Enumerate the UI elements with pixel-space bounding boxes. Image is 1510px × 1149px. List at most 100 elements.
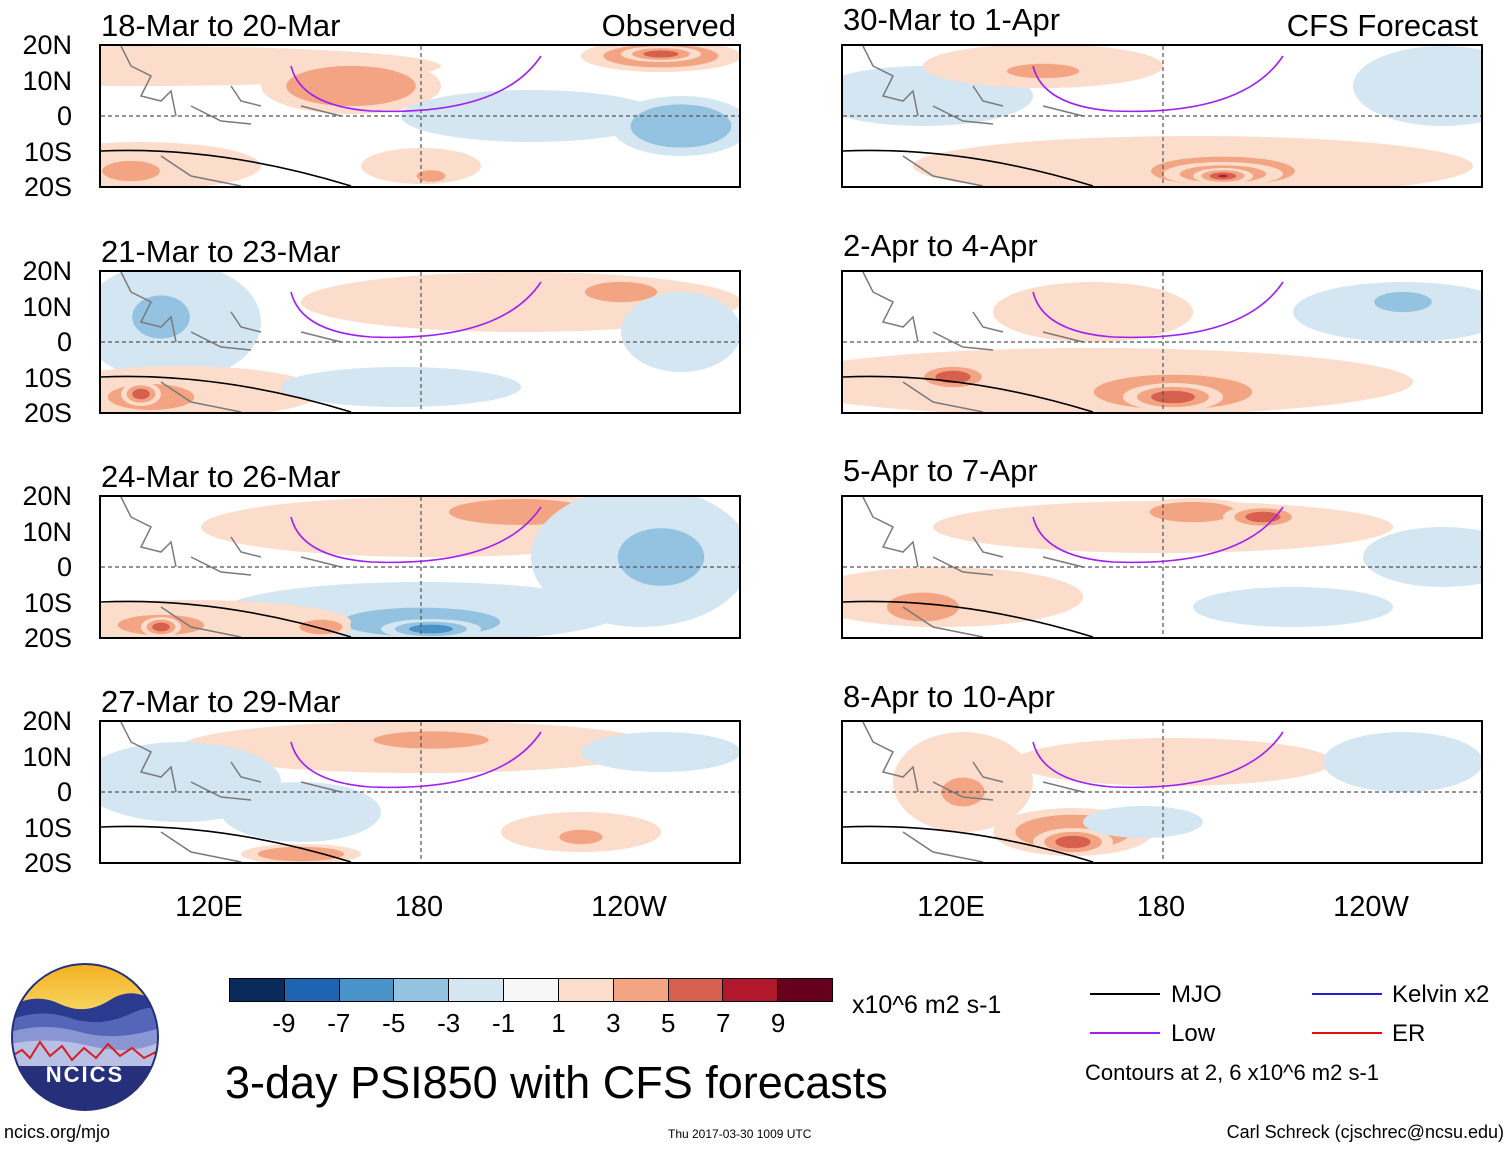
panel-title: 18-Mar to 20-Mar [101, 8, 341, 43]
legend-line-mjo [1090, 993, 1160, 995]
colorbar-swatch [339, 979, 395, 1001]
colorbar-swatch [449, 979, 505, 1001]
colorbar-tick-label: -7 [327, 1008, 351, 1038]
colorbar-swatch [504, 979, 559, 1001]
legend-line-er [1312, 1032, 1382, 1034]
lat-label: 10S [23, 588, 72, 618]
lon-label: 120E [917, 891, 985, 923]
contours-note: Contours at 2, 6 x10^6 m2 s-1 [1085, 1060, 1380, 1085]
anomaly-shade [221, 782, 381, 842]
lat-label: 20S [23, 398, 72, 428]
coastline [862, 497, 1084, 637]
coastline [120, 46, 342, 186]
lat-label: 10S [23, 363, 72, 393]
anomaly-shade [1013, 738, 1333, 786]
low-contour [290, 731, 542, 789]
low-contour [290, 281, 542, 339]
map-panel [99, 44, 741, 188]
colorbar-tick-label: 9 [770, 1008, 786, 1038]
observed-label: Observed [601, 8, 736, 43]
colorbar-swatch [613, 979, 669, 1001]
anomaly-shade [559, 829, 603, 845]
anomaly-shade [1363, 527, 1481, 587]
coastline [862, 722, 1084, 862]
anomaly-shade [257, 846, 345, 862]
timestamp: Thu 2017-03-30 1009 UTC [668, 1127, 812, 1141]
coastline [862, 272, 1084, 412]
anomaly-shade [281, 367, 521, 407]
map-field [101, 272, 739, 412]
lat-label: 10N [22, 742, 72, 772]
map-panel [99, 270, 741, 414]
map-panel [99, 720, 741, 864]
low-contour [290, 506, 542, 564]
legend-line-low [1090, 1032, 1160, 1034]
legend-label: ER [1392, 1020, 1426, 1047]
map-panel [841, 270, 1483, 414]
anomaly-shade [1055, 835, 1091, 849]
low-contour [1032, 55, 1284, 113]
lat-label: 20N [22, 481, 72, 511]
map-field [101, 722, 739, 862]
colorbar-tick-label: -5 [382, 1008, 406, 1038]
lon-label: 120E [175, 891, 243, 923]
panel-title: 2-Apr to 4-Apr [843, 228, 1038, 263]
map-panel [841, 44, 1483, 188]
panel-title: 30-Mar to 1-Apr [843, 2, 1061, 37]
colorbar-tick-label: 7 [715, 1008, 731, 1038]
colorbar-swatch [558, 979, 614, 1001]
colorbar-swatch [668, 979, 724, 1001]
anomaly-shade [373, 731, 489, 749]
anomaly-shade [630, 104, 732, 148]
map-field [101, 46, 739, 186]
lat-label: 0 [56, 101, 72, 131]
mjo-contour [101, 375, 352, 412]
map-field [101, 497, 739, 637]
anomaly-shade [585, 281, 657, 303]
anomaly-shade [409, 624, 453, 634]
panel-title: 5-Apr to 7-Apr [843, 453, 1038, 488]
lat-label: 0 [56, 777, 72, 807]
anomaly-shade [643, 50, 679, 58]
low-contour [1032, 731, 1284, 789]
lat-label: 20S [23, 623, 72, 653]
map-panel [841, 495, 1483, 639]
ncics-logo-icon [11, 963, 159, 1111]
anomaly-shade [617, 528, 705, 586]
lon-label: 180 [1136, 891, 1186, 923]
colorbar-swatch [723, 979, 779, 1001]
map-field [843, 46, 1481, 186]
panel-title: 8-Apr to 10-Apr [843, 679, 1055, 714]
mjo-contour [101, 149, 352, 186]
coastline [120, 722, 342, 862]
mjo-contour [843, 375, 1094, 412]
anomaly-shade [152, 622, 170, 632]
anomaly-shade [1149, 501, 1237, 523]
cfs-forecast-label: CFS Forecast [1286, 8, 1478, 43]
anomaly-shade [102, 160, 160, 182]
lon-label: 120W [1333, 891, 1409, 923]
anomaly-shade [1353, 46, 1481, 126]
colorbar-tick-label: 1 [551, 1008, 566, 1038]
lat-label: 20S [23, 172, 72, 202]
coastline [120, 272, 342, 412]
colorbar-swatch [230, 979, 285, 1001]
low-contour [1032, 281, 1284, 339]
anomaly-shade [581, 732, 739, 772]
anomaly-shade [416, 170, 446, 182]
legend-line-kelvin [1312, 993, 1382, 995]
colorbar-tick-label: -3 [437, 1008, 461, 1038]
colorbar-swatch [394, 979, 450, 1001]
website-link[interactable]: ncics.org/mjo [4, 1122, 111, 1142]
map-field [843, 722, 1481, 862]
anomaly-shade [1151, 390, 1195, 404]
lon-label: 120W [591, 891, 667, 923]
lat-label: 10N [22, 292, 72, 322]
legend-label: Low [1171, 1020, 1216, 1047]
colorbar-tick-label: 3 [606, 1008, 621, 1038]
panel-title: 21-Mar to 23-Mar [101, 234, 341, 269]
lat-label: 10N [22, 66, 72, 96]
map-panel [99, 495, 741, 639]
logo-text: NCICS [45, 1062, 125, 1087]
anomaly-shade [1323, 732, 1481, 792]
